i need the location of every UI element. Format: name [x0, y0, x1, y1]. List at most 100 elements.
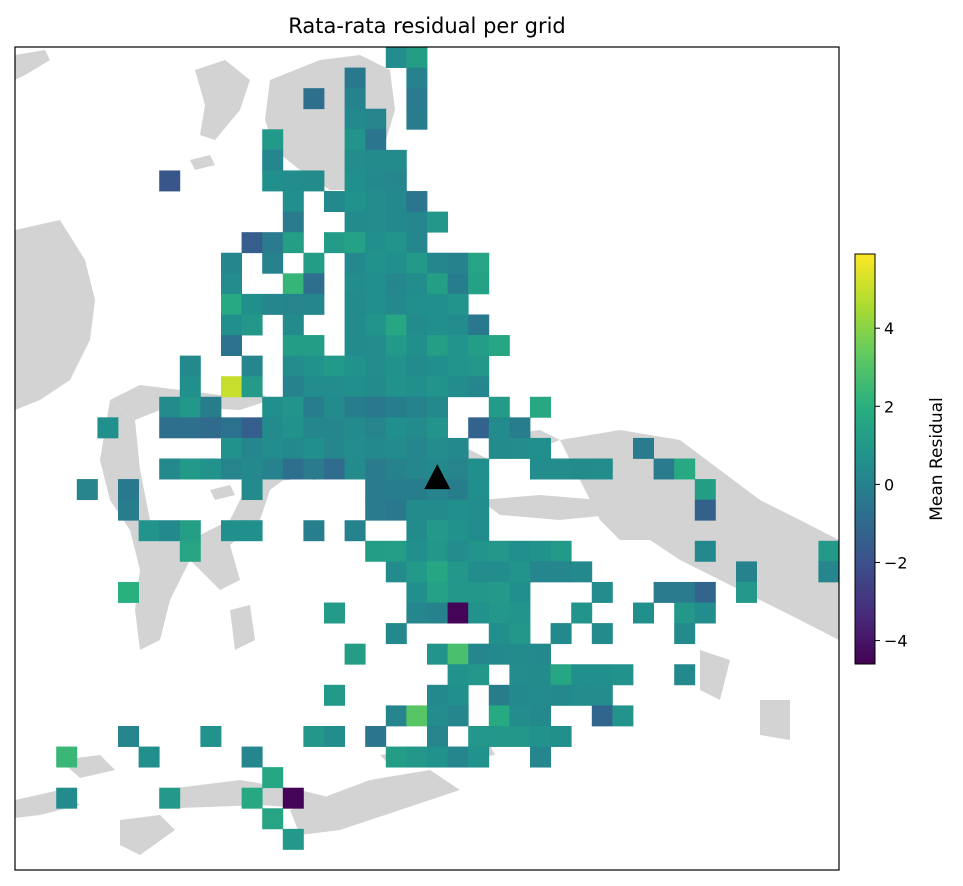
heatmap-cell-88 [344, 335, 366, 357]
heatmap-cell-281 [447, 664, 469, 686]
heatmap-cell-178 [344, 458, 366, 480]
heatmap-cell-119 [447, 376, 469, 398]
heatmap-cell-241 [550, 561, 572, 583]
heatmap-cell-249 [468, 581, 490, 603]
heatmap-cell-48 [365, 252, 387, 274]
heatmap-cell-256 [736, 581, 757, 603]
heatmap-cell-26 [344, 191, 366, 212]
heatmap-cell-292 [447, 684, 469, 706]
heatmap-cell-93 [447, 335, 469, 357]
heatmap-cell-27 [365, 191, 387, 212]
heatmap-cell-133 [488, 396, 510, 418]
heatmap-cell-78 [344, 314, 366, 336]
heatmap-cell-164 [447, 437, 469, 459]
heatmap-cell-96 [179, 355, 201, 377]
heatmap-cell-172 [221, 458, 242, 480]
heatmap-cell-146 [365, 417, 387, 439]
heatmap-cell-111 [282, 376, 304, 398]
heatmap-cell-294 [509, 684, 531, 706]
heatmap-cell-142 [282, 417, 304, 439]
heatmap-cell-112 [303, 376, 325, 398]
land-buton [230, 605, 255, 650]
heatmap-cell-261 [468, 602, 490, 624]
heatmap-cell-201 [118, 499, 139, 521]
heatmap-cell-223 [406, 540, 428, 562]
heatmap-cell-330 [159, 787, 181, 809]
heatmap-cell-169 [159, 458, 181, 480]
heatmap-cell-145 [344, 417, 366, 439]
heatmap-cell-258 [406, 602, 428, 624]
heatmap-cell-207 [468, 499, 490, 521]
heatmap-cell-288 [612, 664, 634, 686]
colorbar-tick-label-1: −2 [884, 553, 908, 572]
chart-title: Rata-rata residual per grid [288, 14, 566, 38]
land-mindanao-tip [195, 60, 250, 140]
heatmap-cell-117 [406, 376, 428, 398]
heatmap-cell-228 [509, 540, 531, 562]
land-north-island [15, 50, 50, 80]
heatmap-cell-83 [447, 314, 469, 336]
heatmap-cell-215 [344, 520, 366, 542]
heatmap-cell-314 [468, 725, 490, 747]
heatmap-cell-69 [344, 293, 366, 315]
heatmap-cell-333 [262, 808, 284, 830]
heatmap-cell-218 [447, 520, 469, 542]
heatmap-cell-327 [530, 746, 551, 768]
heatmap-cell-247 [427, 581, 448, 603]
heatmap-cell-102 [365, 355, 387, 377]
heatmap-cell-254 [674, 581, 696, 603]
heatmap-cell-35 [427, 211, 448, 233]
heatmap-cell-224 [427, 540, 448, 562]
plot-frame [14, 46, 840, 871]
heatmap-cell-132 [427, 396, 448, 418]
heatmap-cell-321 [241, 746, 263, 768]
heatmap-cell-109 [221, 376, 242, 398]
heatmap-cell-0 [385, 47, 407, 68]
heatmap-cell-311 [324, 725, 345, 747]
heatmap-cell-245 [118, 581, 139, 603]
heatmap-cell-122 [179, 396, 201, 418]
heatmap-cell-43 [406, 232, 428, 254]
marker-layer [424, 464, 451, 490]
heatmap-cell-173 [241, 458, 263, 480]
heatmap-cell-121 [159, 396, 181, 418]
heatmap-cell-296 [550, 684, 572, 706]
heatmap-cell-266 [674, 602, 696, 624]
heatmap-cell-134 [530, 396, 551, 418]
heatmap-cell-53 [468, 252, 490, 274]
heatmap-cell-157 [303, 437, 325, 459]
heatmap-cell-97 [241, 355, 263, 377]
heatmap-cell-72 [406, 293, 428, 315]
heatmap-cell-17 [159, 170, 181, 192]
heatmap-cell-248 [447, 581, 469, 603]
heatmap-cell-240 [530, 561, 551, 583]
heatmap-cell-59 [385, 273, 407, 295]
heatmap-cell-107 [468, 355, 490, 377]
heatmap-cell-86 [282, 335, 304, 357]
heatmap-cell-74 [447, 293, 469, 315]
heatmap-cell-67 [282, 293, 304, 315]
heatmap-cell-332 [282, 787, 304, 809]
heatmap-cell-176 [303, 458, 325, 480]
heatmap-cell-101 [344, 355, 366, 377]
heatmap-cell-159 [344, 437, 366, 459]
heatmap-cell-309 [200, 725, 222, 747]
heatmap-cell-65 [241, 293, 263, 315]
heatmap-cell-312 [365, 725, 387, 747]
heatmap-cell-283 [509, 664, 531, 686]
heatmap-cell-23 [385, 170, 407, 192]
heatmap-cells [56, 47, 840, 850]
colorbar-frame [854, 253, 876, 665]
heatmap-cell-275 [427, 643, 448, 665]
heatmap-cell-236 [447, 561, 469, 583]
heatmap-cell-277 [468, 643, 490, 665]
land-borneo [15, 220, 95, 410]
land-seram [480, 495, 610, 520]
heatmap-cell-45 [262, 252, 284, 274]
heatmap-cell-126 [303, 396, 325, 418]
heatmap-cell-15 [365, 149, 387, 171]
heatmap-cell-165 [488, 437, 510, 459]
heatmap-cell-180 [385, 458, 407, 480]
heatmap-cell-5 [344, 88, 366, 110]
heatmap-cell-214 [303, 520, 325, 542]
